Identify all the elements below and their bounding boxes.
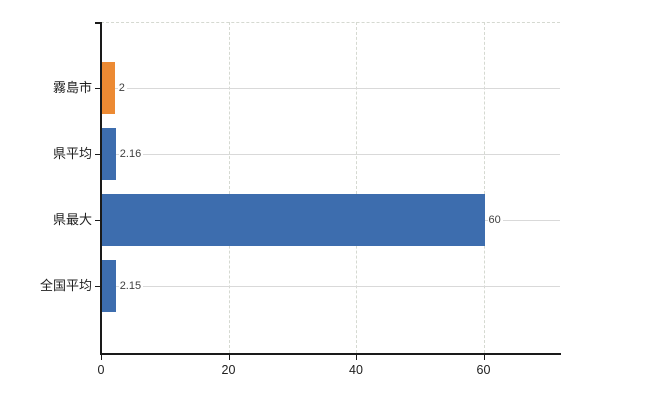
category-label: 県最大 — [52, 212, 92, 227]
x-tick-label: 0 — [97, 363, 105, 377]
category-label: 全国平均 — [39, 278, 92, 293]
y-axis-tick — [95, 88, 101, 89]
category-label: 県平均 — [52, 146, 92, 161]
y-axis-tick — [95, 220, 101, 221]
x-axis-line — [100, 353, 561, 355]
bar-value-label: 2.16 — [118, 147, 144, 161]
h-gridline — [101, 88, 560, 89]
bar-value-label: 60 — [487, 213, 503, 227]
y-axis-top-tick — [95, 22, 101, 24]
y-axis-line — [100, 22, 102, 354]
x-tick-label: 40 — [349, 363, 363, 377]
h-gridline — [101, 154, 560, 155]
x-axis-tick — [483, 355, 485, 360]
x-axis-tick — [228, 355, 230, 360]
bar — [102, 194, 485, 246]
x-axis-tick — [356, 355, 357, 360]
plot-top-border — [101, 22, 560, 23]
y-axis-tick — [95, 286, 101, 287]
bar-value-label: 2.15 — [118, 279, 144, 293]
v-gridline — [483, 22, 485, 353]
bar — [102, 128, 116, 180]
bar — [102, 260, 116, 312]
bar — [102, 62, 115, 114]
bar-value-label: 2 — [117, 81, 127, 95]
y-axis-tick — [95, 154, 101, 155]
v-gridline — [228, 22, 230, 353]
x-tick-label: 20 — [221, 363, 236, 377]
v-gridline — [356, 22, 357, 353]
h-gridline — [101, 286, 560, 287]
x-axis-tick — [101, 355, 102, 360]
category-label: 霧島市 — [52, 80, 92, 95]
x-tick-label: 60 — [476, 363, 491, 377]
